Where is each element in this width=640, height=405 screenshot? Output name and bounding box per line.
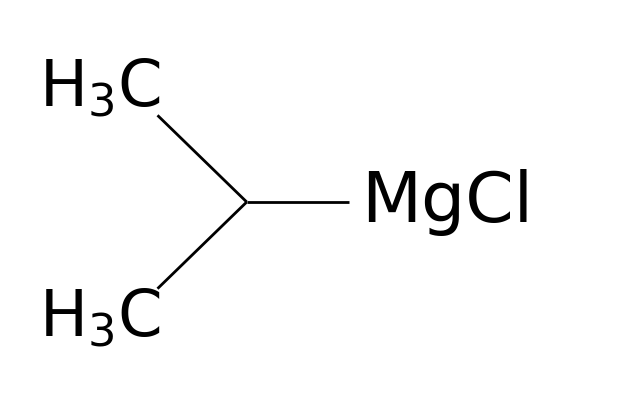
Text: $\mathregular{H_3C}$: $\mathregular{H_3C}$ bbox=[39, 57, 161, 119]
Text: MgCl: MgCl bbox=[362, 169, 533, 236]
Text: $\mathregular{H_3C}$: $\mathregular{H_3C}$ bbox=[39, 286, 161, 348]
